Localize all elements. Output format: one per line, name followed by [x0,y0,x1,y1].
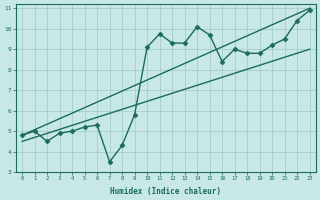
X-axis label: Humidex (Indice chaleur): Humidex (Indice chaleur) [110,187,221,196]
